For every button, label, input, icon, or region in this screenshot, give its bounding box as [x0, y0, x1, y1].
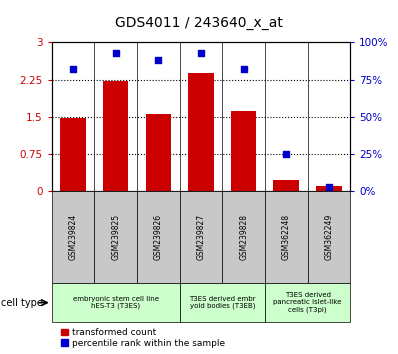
Text: GSM362249: GSM362249 — [324, 214, 334, 260]
Text: cell type: cell type — [1, 298, 43, 308]
Bar — [179, 191, 222, 283]
Text: GDS4011 / 243640_x_at: GDS4011 / 243640_x_at — [115, 16, 283, 30]
Bar — [231, 111, 256, 191]
Bar — [179, 283, 265, 322]
Text: GSM362248: GSM362248 — [282, 214, 291, 260]
Bar — [188, 73, 214, 191]
Legend: transformed count, percentile rank within the sample: transformed count, percentile rank withi… — [61, 328, 225, 348]
Text: embryonic stem cell line
hES-T3 (T3ES): embryonic stem cell line hES-T3 (T3ES) — [73, 296, 159, 309]
Bar — [265, 283, 350, 322]
Point — [326, 184, 332, 189]
Text: GSM239824: GSM239824 — [68, 214, 78, 260]
Point — [155, 57, 162, 63]
Bar — [103, 81, 129, 191]
Bar — [52, 283, 179, 322]
Point — [113, 50, 119, 56]
Point — [283, 151, 289, 157]
Text: GSM239828: GSM239828 — [239, 214, 248, 260]
Bar — [273, 180, 299, 191]
Bar — [222, 191, 265, 283]
Text: T3ES derived embr
yoid bodies (T3EB): T3ES derived embr yoid bodies (T3EB) — [189, 296, 256, 309]
Point — [240, 67, 247, 72]
Bar — [52, 191, 94, 283]
Bar — [316, 186, 342, 191]
Bar — [308, 191, 350, 283]
Text: T3ES derived
pancreatic islet-like
cells (T3pi): T3ES derived pancreatic islet-like cells… — [273, 292, 342, 313]
Bar — [146, 114, 171, 191]
Bar — [94, 191, 137, 283]
Bar — [265, 191, 308, 283]
Text: GSM239825: GSM239825 — [111, 214, 120, 260]
Text: GSM239827: GSM239827 — [197, 214, 205, 260]
Bar — [137, 191, 179, 283]
Bar — [60, 118, 86, 191]
Point — [70, 67, 76, 72]
Text: GSM239826: GSM239826 — [154, 214, 163, 260]
Point — [198, 50, 204, 56]
